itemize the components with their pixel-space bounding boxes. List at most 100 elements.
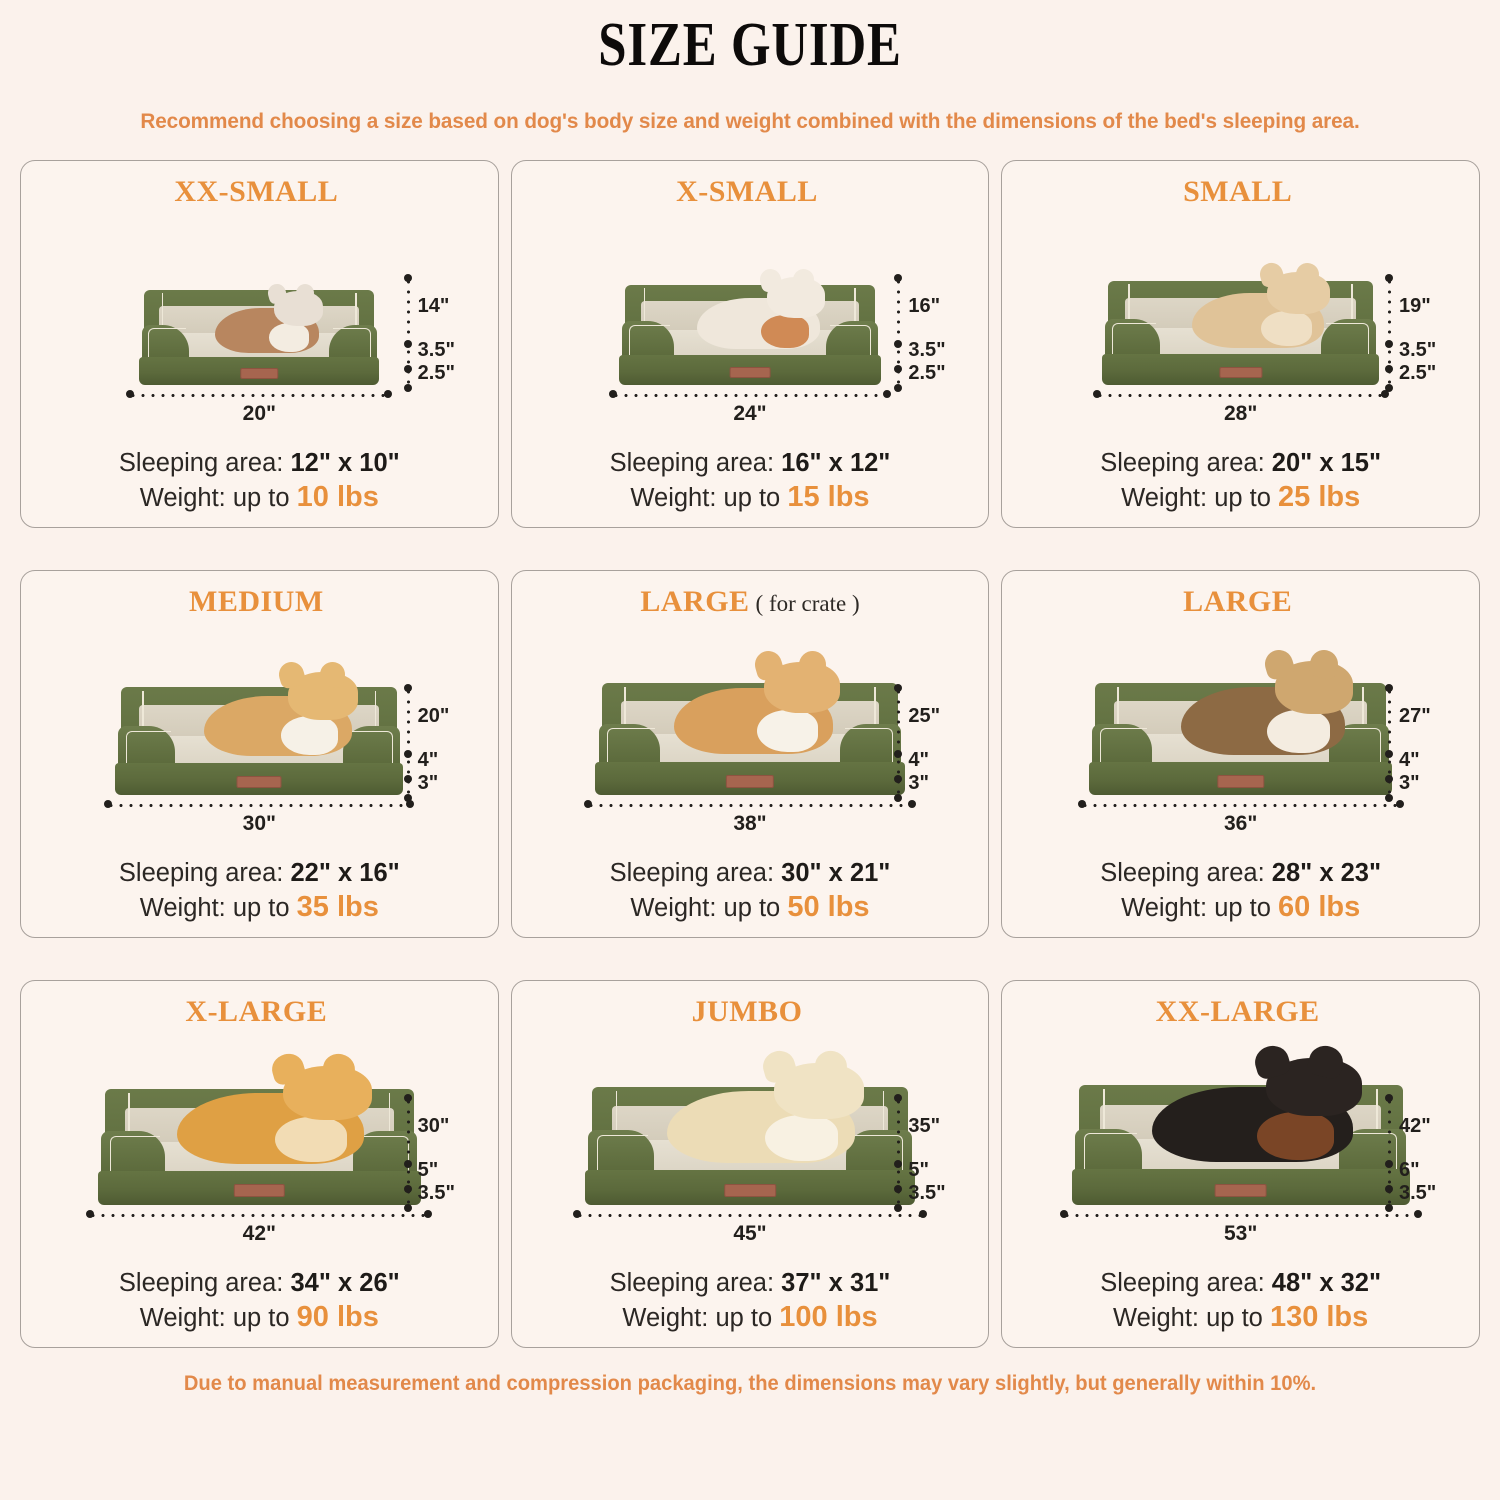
dimension-tick-1 xyxy=(1384,340,1393,349)
width-endpoint-right xyxy=(1395,800,1404,809)
dimension-endpoint-top xyxy=(1384,1094,1393,1103)
weight-prefix: Weight: xyxy=(630,484,717,513)
dog-bed-graphic xyxy=(589,647,911,796)
width-dotted-line xyxy=(610,394,889,398)
dimension-endpoint-top xyxy=(1384,684,1393,693)
pet-chest xyxy=(761,314,809,348)
height-dimension-group: 19" 3.5" 2.5" xyxy=(1375,274,1471,393)
width-endpoint-left xyxy=(572,1210,581,1219)
pet-shiba-inu-icon xyxy=(660,647,840,754)
pet-border-collie-icon xyxy=(1167,646,1353,756)
dog-bed-graphic xyxy=(134,281,384,386)
pet-corgi-icon xyxy=(190,659,359,757)
size-card[interactable]: LARGE xyxy=(1001,570,1480,938)
dimension-endpoint-top xyxy=(1384,274,1393,283)
dimension-tick-2 xyxy=(1384,774,1393,783)
size-card[interactable]: XX-SMALL xyxy=(20,160,499,528)
bed-piping-left xyxy=(161,293,164,345)
bed-arm-piping-left xyxy=(628,325,670,360)
height-dimension-group: 25" 4" 3" xyxy=(884,684,980,803)
bed-arm-piping-right xyxy=(1333,728,1382,767)
brand-tag-icon xyxy=(1219,366,1263,379)
pet-labrador-icon xyxy=(650,1047,864,1163)
height-bolster-label: 6" xyxy=(1398,1158,1420,1181)
size-card[interactable]: JUMBO xyxy=(510,980,990,1348)
width-dotted-line xyxy=(106,804,413,808)
width-endpoint-right xyxy=(1413,1210,1422,1219)
weight-prefix: Weight: xyxy=(139,1304,226,1333)
height-total-label: 42" xyxy=(1398,1115,1431,1138)
weight-value: 10 lbs xyxy=(296,481,379,514)
bed-arm-piping-left xyxy=(1100,728,1148,767)
width-dimension-group: 53" xyxy=(1059,1210,1422,1245)
weight-line: Weight: up to 60 lbs xyxy=(1012,889,1469,926)
dimension-dotted-line xyxy=(897,277,901,390)
bed-piping-left xyxy=(643,288,646,343)
height-total-label: 35" xyxy=(908,1115,941,1138)
pet-rottweiler-icon xyxy=(1134,1041,1362,1163)
bed-arm-piping-left xyxy=(606,728,655,767)
dimension-tick-2 xyxy=(403,774,412,783)
height-dimension-group: 42" 6" 3.5" xyxy=(1375,1094,1471,1213)
sleeping-area-prefix: Sleeping area: xyxy=(118,1269,284,1298)
sleeping-area-prefix: Sleeping area: xyxy=(609,1269,775,1298)
bed-piping-left xyxy=(615,1090,618,1155)
weight-prefix: Weight: xyxy=(622,1304,709,1333)
height-bolster-label: 3.5" xyxy=(1398,338,1437,361)
height-total-label: 16" xyxy=(908,295,941,318)
bed-arm-piping-right xyxy=(1344,1133,1398,1175)
width-endpoint-right xyxy=(424,1210,433,1219)
card-title: XX-LARGE xyxy=(1156,995,1326,1029)
bed-piping-left xyxy=(1128,284,1130,341)
height-base-label: 3" xyxy=(908,772,929,795)
sleeping-area-value: 30" x 21" xyxy=(781,859,891,888)
card-title: SMALL xyxy=(1183,175,1298,209)
dimension-dotted-line xyxy=(406,1097,410,1210)
height-base-label: 3.5" xyxy=(908,1182,946,1205)
pet-chest xyxy=(1256,1112,1335,1161)
weight-prefix: Weight: xyxy=(139,484,226,513)
width-dotted-line xyxy=(1061,1214,1420,1218)
size-card[interactable]: MEDIUM xyxy=(20,570,499,938)
bed-piping-right xyxy=(355,293,357,345)
size-card[interactable]: LARGE( for crate ) xyxy=(510,570,990,938)
bed-arm-piping-left xyxy=(596,1134,649,1175)
size-card[interactable]: X-LARGE xyxy=(20,980,499,1348)
height-total-label: 20" xyxy=(417,705,450,728)
sleeping-area-line: Sleeping area: 20" x 15" xyxy=(1012,447,1469,479)
width-endpoint-left xyxy=(1092,390,1101,399)
sleeping-area-prefix: Sleeping area: xyxy=(1100,859,1265,888)
sleeping-area-value: 22" x 16" xyxy=(290,859,400,888)
width-endpoint-left xyxy=(86,1210,95,1219)
width-endpoint-right xyxy=(882,390,891,399)
bed-arm-piping-left xyxy=(148,328,186,361)
weight-line: Weight: up to 100 lbs xyxy=(522,1299,979,1336)
pet-chest xyxy=(1267,709,1331,754)
pet-chest xyxy=(1261,311,1313,347)
bed-piping-right xyxy=(1351,284,1353,341)
size-card[interactable]: X-SMALL xyxy=(510,160,990,528)
card-title: LARGE( for crate ) xyxy=(640,585,859,619)
sleeping-area-line: Sleeping area: 48" x 32" xyxy=(1012,1267,1469,1299)
size-card[interactable]: XX-LARGE xyxy=(1001,980,1480,1348)
dog-bed-graphic xyxy=(1097,260,1385,386)
weight-prefix: Weight: xyxy=(1121,484,1208,513)
page-title: SIZE GUIDE xyxy=(598,11,902,79)
pet-chest xyxy=(269,323,310,352)
dimension-tick-1 xyxy=(894,1160,903,1169)
dimension-endpoint-top xyxy=(894,274,903,283)
bed-illustration: 16" 3.5" 2.5" 24" xyxy=(512,211,989,447)
size-card[interactable]: SMALL xyxy=(1001,160,1480,528)
height-base-label: 2.5" xyxy=(1398,362,1437,385)
width-endpoint-right xyxy=(907,800,916,809)
card-size-label: X-LARGE xyxy=(185,995,328,1028)
width-endpoint-left xyxy=(126,390,135,399)
weight-upto: up to xyxy=(1214,484,1271,513)
dimension-tick-1 xyxy=(403,1160,412,1169)
weight-value: 15 lbs xyxy=(787,481,870,514)
sleeping-area-value: 48" x 32" xyxy=(1271,1269,1382,1298)
bed-piping-left xyxy=(624,686,626,748)
weight-upto: up to xyxy=(1214,894,1271,923)
sleeping-area-prefix: Sleeping area: xyxy=(609,859,775,888)
card-specs: Sleeping area: 12" x 10" Weight: up to 1… xyxy=(21,447,498,527)
